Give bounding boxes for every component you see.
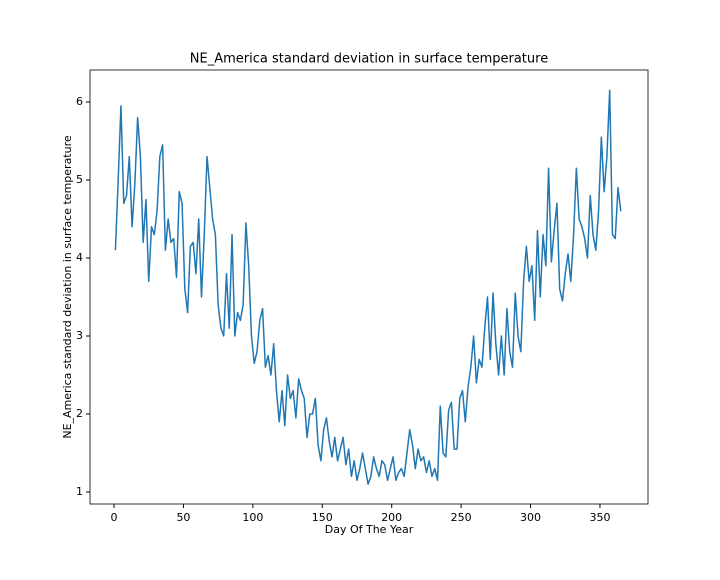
y-axis-label: NE_America standard deviation in surface… [61,135,74,439]
x-axis-label: Day Of The Year [325,523,414,536]
chart-title: NE_America standard deviation in surface… [190,52,548,67]
x-tick-label: 100 [242,511,263,524]
y-tick-label: 3 [76,329,83,342]
x-tick-label: 50 [176,511,190,524]
x-tick-label: 300 [520,511,541,524]
x-tick-label: 0 [111,511,118,524]
y-tick-label: 2 [76,407,83,420]
x-tick-label: 150 [312,511,333,524]
y-tick-label: 5 [76,173,83,186]
y-tick-label: 1 [76,485,83,498]
x-tick-label: 200 [381,511,402,524]
data-line [114,89,622,485]
plot-frame [89,69,649,505]
y-tick-label: 4 [76,251,83,264]
y-tick-label: 6 [76,95,83,108]
x-tick-label: 250 [451,511,472,524]
x-tick-label: 350 [589,511,610,524]
